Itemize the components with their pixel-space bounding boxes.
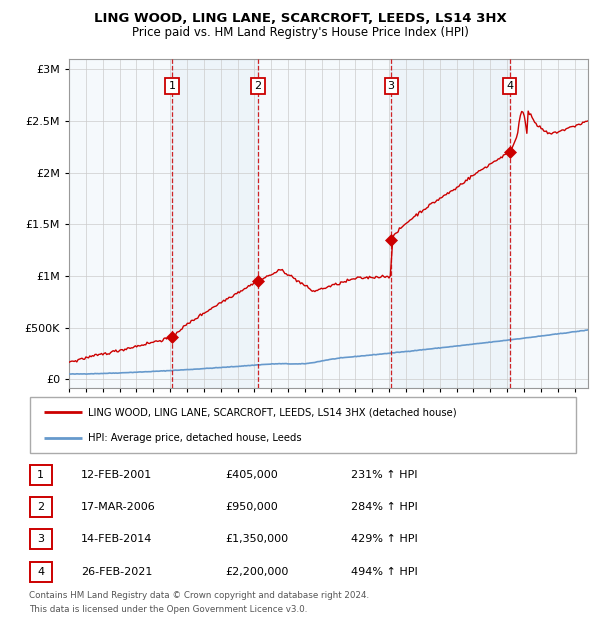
Text: 3: 3 — [37, 534, 44, 544]
Bar — [258, 59, 391, 388]
Text: This data is licensed under the Open Government Licence v3.0.: This data is licensed under the Open Gov… — [29, 604, 307, 614]
Text: 1: 1 — [169, 81, 175, 91]
Text: 494% ↑ HPI: 494% ↑ HPI — [351, 567, 418, 577]
FancyBboxPatch shape — [30, 562, 52, 582]
Text: Contains HM Land Registry data © Crown copyright and database right 2024.: Contains HM Land Registry data © Crown c… — [29, 591, 369, 600]
Text: 1: 1 — [37, 470, 44, 480]
Text: £405,000: £405,000 — [225, 470, 278, 480]
Text: 231% ↑ HPI: 231% ↑ HPI — [351, 470, 418, 480]
Text: 3: 3 — [388, 81, 395, 91]
FancyBboxPatch shape — [30, 397, 576, 453]
Text: 4: 4 — [506, 81, 513, 91]
Text: 429% ↑ HPI: 429% ↑ HPI — [351, 534, 418, 544]
Text: £2,200,000: £2,200,000 — [225, 567, 289, 577]
FancyBboxPatch shape — [30, 497, 52, 517]
Bar — [69, 59, 172, 388]
FancyBboxPatch shape — [30, 529, 52, 549]
Text: 4: 4 — [37, 567, 44, 577]
Text: LING WOOD, LING LANE, SCARCROFT, LEEDS, LS14 3HX (detached house): LING WOOD, LING LANE, SCARCROFT, LEEDS, … — [88, 407, 457, 417]
Bar — [391, 59, 509, 388]
Text: 14-FEB-2014: 14-FEB-2014 — [81, 534, 152, 544]
Bar — [172, 59, 258, 388]
Bar — [509, 59, 588, 388]
Text: HPI: Average price, detached house, Leeds: HPI: Average price, detached house, Leed… — [88, 433, 302, 443]
FancyBboxPatch shape — [30, 465, 52, 485]
Text: 26-FEB-2021: 26-FEB-2021 — [81, 567, 152, 577]
Text: 2: 2 — [254, 81, 262, 91]
Text: 284% ↑ HPI: 284% ↑ HPI — [351, 502, 418, 512]
Text: Price paid vs. HM Land Registry's House Price Index (HPI): Price paid vs. HM Land Registry's House … — [131, 26, 469, 39]
Text: 17-MAR-2006: 17-MAR-2006 — [81, 502, 156, 512]
Text: LING WOOD, LING LANE, SCARCROFT, LEEDS, LS14 3HX: LING WOOD, LING LANE, SCARCROFT, LEEDS, … — [94, 12, 506, 25]
Text: 2: 2 — [37, 502, 44, 512]
Text: £950,000: £950,000 — [225, 502, 278, 512]
Text: £1,350,000: £1,350,000 — [225, 534, 288, 544]
Text: 12-FEB-2001: 12-FEB-2001 — [81, 470, 152, 480]
